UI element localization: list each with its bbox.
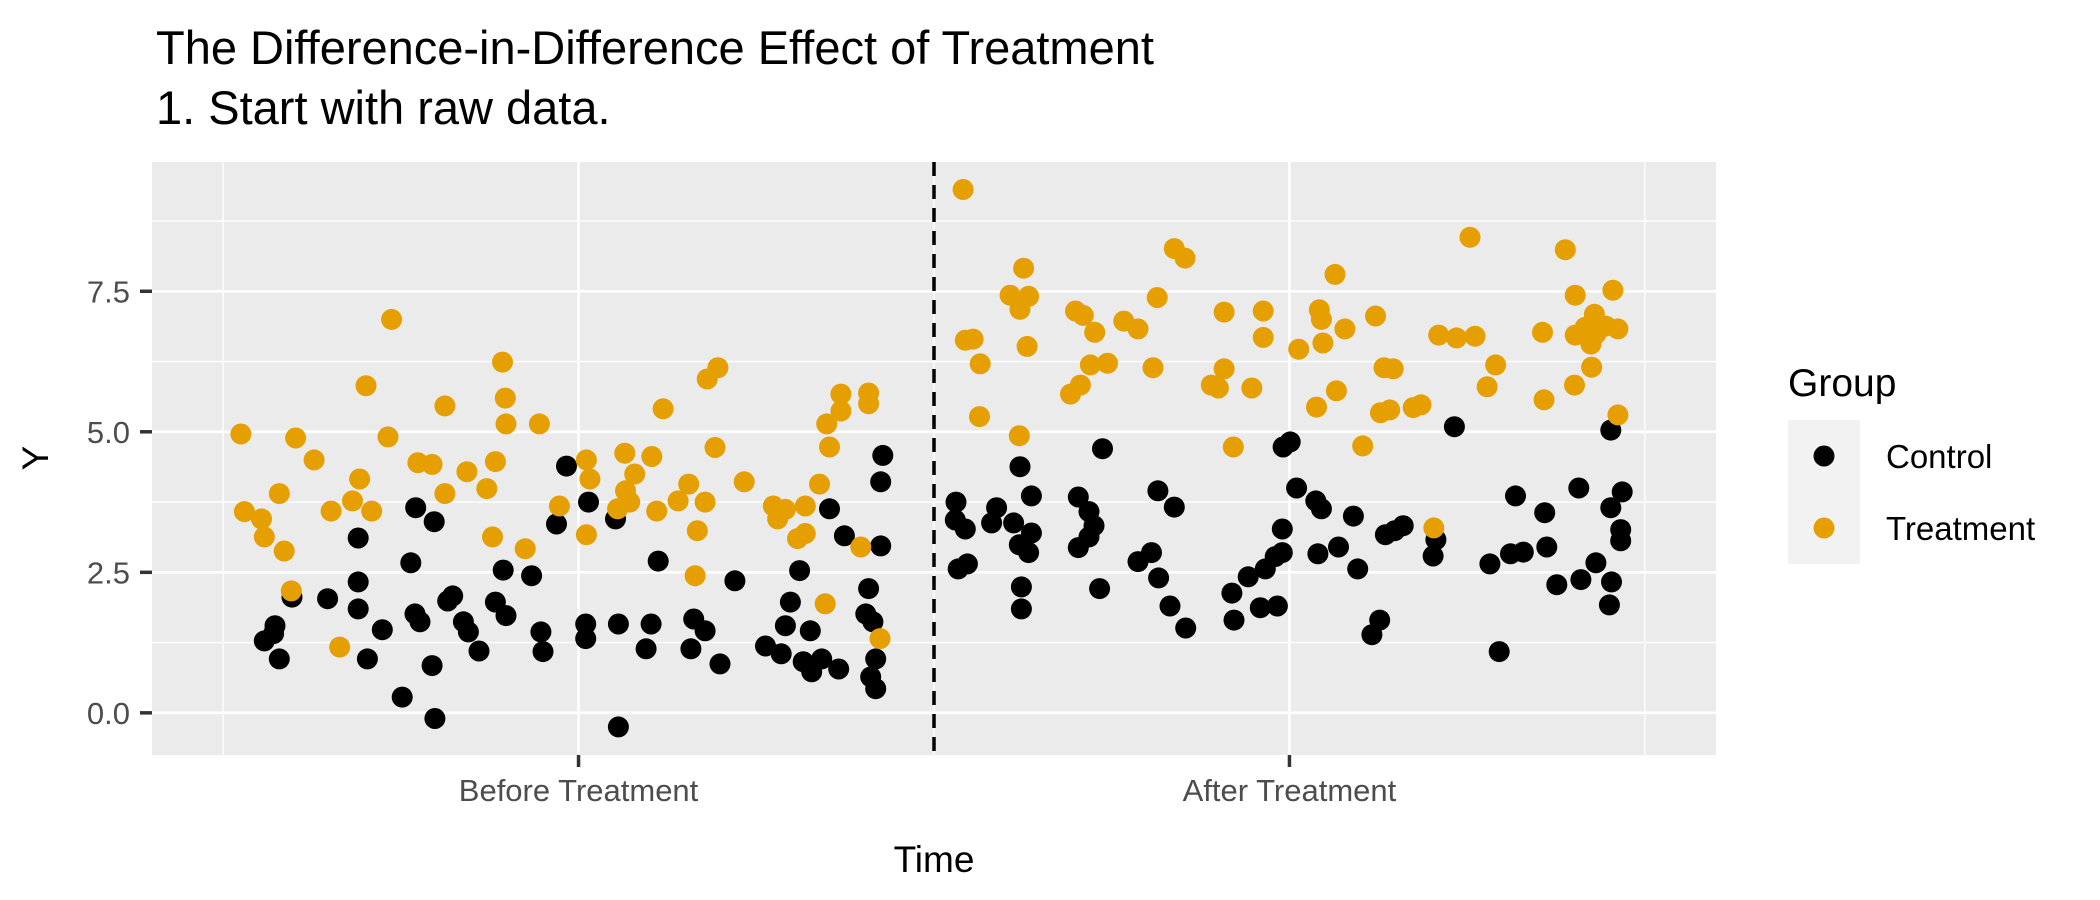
- y-axis-title: Y: [15, 446, 56, 471]
- y-tick-label: 7.5: [87, 274, 130, 309]
- plot-title: The Difference-in-Difference Effect of T…: [156, 21, 1154, 74]
- y-tick-label: 0.0: [87, 696, 130, 731]
- legend-keys: [1788, 420, 1860, 564]
- legend-label-control: Control: [1886, 438, 1992, 475]
- legend-title: Group: [1788, 362, 1896, 405]
- legend-key-dot-treatment: [1813, 517, 1835, 539]
- y-tick-label: 5.0: [87, 415, 130, 450]
- axis-tick-marks: [140, 289, 1292, 767]
- legend-key-dot-control: [1813, 445, 1835, 467]
- plot-subtitle: 1. Start with raw data.: [156, 81, 611, 134]
- x-tick-label: After Treatment: [1183, 773, 1397, 808]
- axis-tick-labels: 0.0 2.5 5.0 7.5 Before Treatment After Treatm…: [87, 274, 1397, 808]
- scatter-points: [230, 179, 1633, 738]
- y-tick-label: 2.5: [87, 555, 130, 590]
- x-axis-title: Time: [894, 839, 975, 880]
- x-tick-label: Before Treatment: [459, 773, 699, 808]
- legend-label-treatment: Treatment: [1886, 510, 2035, 547]
- series-treatment: [230, 179, 1629, 658]
- legend: Group Control Treatment: [1788, 362, 2035, 564]
